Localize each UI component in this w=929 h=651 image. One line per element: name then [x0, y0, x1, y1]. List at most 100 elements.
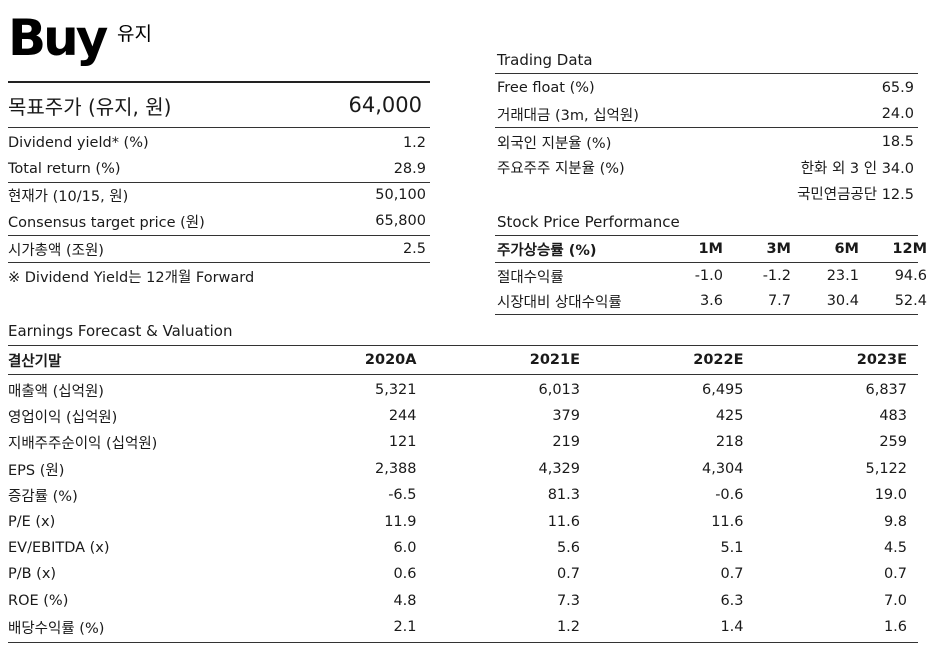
- trading-row-foreign-ownership: 외국인 지분율 (%) 18.5: [497, 130, 914, 154]
- performance-row-relative: 시장대비 상대수익률 3.6 7.7 30.4 52.4: [497, 289, 927, 313]
- cell: 81.3: [547, 487, 580, 503]
- summary-bottom-rule: [8, 262, 430, 263]
- col-2022e: 2022E: [693, 352, 744, 368]
- summary-row-current-price: 현재가 (10/15, 원) 50,100: [8, 183, 426, 207]
- row-value: 24.0: [881, 106, 914, 122]
- earnings-row-roe: ROE (%) 4.8 7.3 6.3 7.0: [8, 589, 907, 613]
- cell: 219: [552, 434, 580, 450]
- performance-bottom-rule: [495, 314, 918, 315]
- earnings-header: 결산기말 2020A 2021E 2022E 2023E: [8, 348, 907, 372]
- cell: 425: [715, 408, 744, 424]
- row-label: ROE (%): [8, 593, 69, 609]
- row-value: 18.5: [881, 134, 914, 150]
- row-label: 외국인 지분율 (%): [497, 135, 612, 152]
- cell: 6,495: [701, 382, 744, 398]
- cell: 11.9: [384, 514, 417, 530]
- row-label: 매출액 (십억원): [8, 383, 104, 400]
- performance-title: Stock Price Performance: [497, 213, 680, 231]
- row-label: 배당수익률 (%): [8, 620, 105, 637]
- cell: 4,304: [701, 461, 744, 477]
- trading-row-turnover: 거래대금 (3m, 십억원) 24.0: [497, 102, 914, 126]
- cell: 4.5: [883, 540, 907, 556]
- summary-row-consensus: Consensus target price (원) 65,800: [8, 209, 426, 233]
- cell: -1.0: [694, 268, 723, 284]
- cell: 0.7: [556, 566, 580, 582]
- cell: 0.7: [720, 566, 744, 582]
- cell: 11.6: [547, 514, 580, 530]
- earnings-row-net-income: 지배주주순이익 (십억원) 121 219 218 259: [8, 430, 907, 454]
- cell: 3.6: [699, 293, 723, 309]
- cell: 121: [388, 434, 417, 450]
- cell: 19.0: [874, 487, 907, 503]
- earnings-title: Earnings Forecast & Valuation: [8, 322, 233, 340]
- earnings-bottom-rule: [8, 642, 918, 643]
- cell: 379: [552, 408, 580, 424]
- col-6m: 6M: [834, 241, 859, 257]
- cell: 218: [715, 434, 744, 450]
- summary-divider: [8, 182, 430, 183]
- cell: 4.8: [393, 593, 417, 609]
- cell: 2,388: [374, 461, 417, 477]
- trading-data-title: Trading Data: [497, 51, 593, 69]
- cell: 6.3: [720, 593, 744, 609]
- earnings-row-pe: P/E (x) 11.9 11.6 11.6 9.8: [8, 510, 907, 534]
- cell: 5.1: [720, 540, 744, 556]
- summary-row-market-cap: 시가총액 (조원) 2.5: [8, 237, 426, 261]
- row-label: 영업이익 (십억원): [8, 409, 118, 426]
- cell: 0.7: [883, 566, 907, 582]
- summary-row-dividend-yield: Dividend yield* (%) 1.2: [8, 131, 426, 155]
- summary-row-total-return: Total return (%) 28.9: [8, 157, 426, 181]
- row-value: 28.9: [393, 161, 426, 177]
- row-label: EV/EBITDA (x): [8, 540, 110, 556]
- row-label: Free float (%): [497, 80, 595, 96]
- performance-row-absolute: 절대수익률 -1.0 -1.2 23.1 94.6: [497, 264, 927, 288]
- row-label: 증감률 (%): [8, 488, 78, 505]
- cell: 7.7: [767, 293, 791, 309]
- cell: 6.0: [393, 540, 417, 556]
- row-label: EPS (원): [8, 462, 65, 479]
- target-price-label: 목표주가 (유지, 원): [8, 94, 172, 119]
- cell: 1.2: [556, 619, 580, 635]
- cell: 6,837: [865, 382, 907, 398]
- trading-row-free-float: Free float (%) 65.9: [497, 76, 914, 100]
- trading-row-nps: 국민연금공단 12.5: [497, 181, 914, 205]
- earnings-row-eps: EPS (원) 2,388 4,329 4,304 5,122: [8, 457, 907, 481]
- row-label: 절대수익률: [497, 269, 564, 286]
- footnote-text: ※ Dividend Yield는 12개월 Forward: [8, 269, 255, 286]
- footnote: ※ Dividend Yield는 12개월 Forward: [8, 265, 254, 287]
- row-value: 국민연금공단 12.5: [797, 186, 914, 203]
- cell: 5,321: [374, 382, 417, 398]
- row-label: Consensus target price (원): [8, 214, 205, 231]
- trading-title-rule: [495, 73, 918, 74]
- row-label: 시장대비 상대수익률: [497, 294, 622, 311]
- performance-header-rule: [495, 262, 918, 263]
- earnings-row-pb: P/B (x) 0.6 0.7 0.7 0.7: [8, 562, 907, 586]
- row-label: Dividend yield* (%): [8, 135, 149, 151]
- cell: 23.1: [826, 268, 859, 284]
- rating: Buy: [8, 9, 108, 67]
- target-bottom-rule: [8, 127, 430, 128]
- performance-header: 주가상승률 (%) 1M 3M 6M 12M: [497, 237, 927, 261]
- cell: 1.6: [883, 619, 907, 635]
- cell: 94.6: [894, 268, 927, 284]
- cell: -1.2: [762, 268, 791, 284]
- row-label: 거래대금 (3m, 십억원): [497, 107, 639, 124]
- earnings-header-label: 결산기말: [8, 353, 62, 370]
- earnings-row-sales: 매출액 (십억원) 5,321 6,013 6,495 6,837: [8, 378, 907, 402]
- col-3m: 3M: [766, 241, 791, 257]
- col-12m: 12M: [892, 241, 927, 257]
- row-value: 65,800: [375, 213, 426, 229]
- trading-divider: [495, 127, 918, 128]
- row-value: 65.9: [881, 80, 914, 96]
- row-label: 시가총액 (조원): [8, 242, 104, 259]
- cell: 52.4: [894, 293, 927, 309]
- target-top-rule: [8, 81, 430, 83]
- cell: 30.4: [826, 293, 859, 309]
- cell: 1.4: [720, 619, 744, 635]
- rating-status: 유지: [117, 23, 152, 45]
- target-price-value: 64,000: [348, 93, 422, 117]
- row-label: P/B (x): [8, 566, 57, 582]
- summary-divider: [8, 235, 430, 236]
- target-price-row: 목표주가 (유지, 원) 64,000: [8, 89, 422, 121]
- cell: -6.5: [388, 487, 417, 503]
